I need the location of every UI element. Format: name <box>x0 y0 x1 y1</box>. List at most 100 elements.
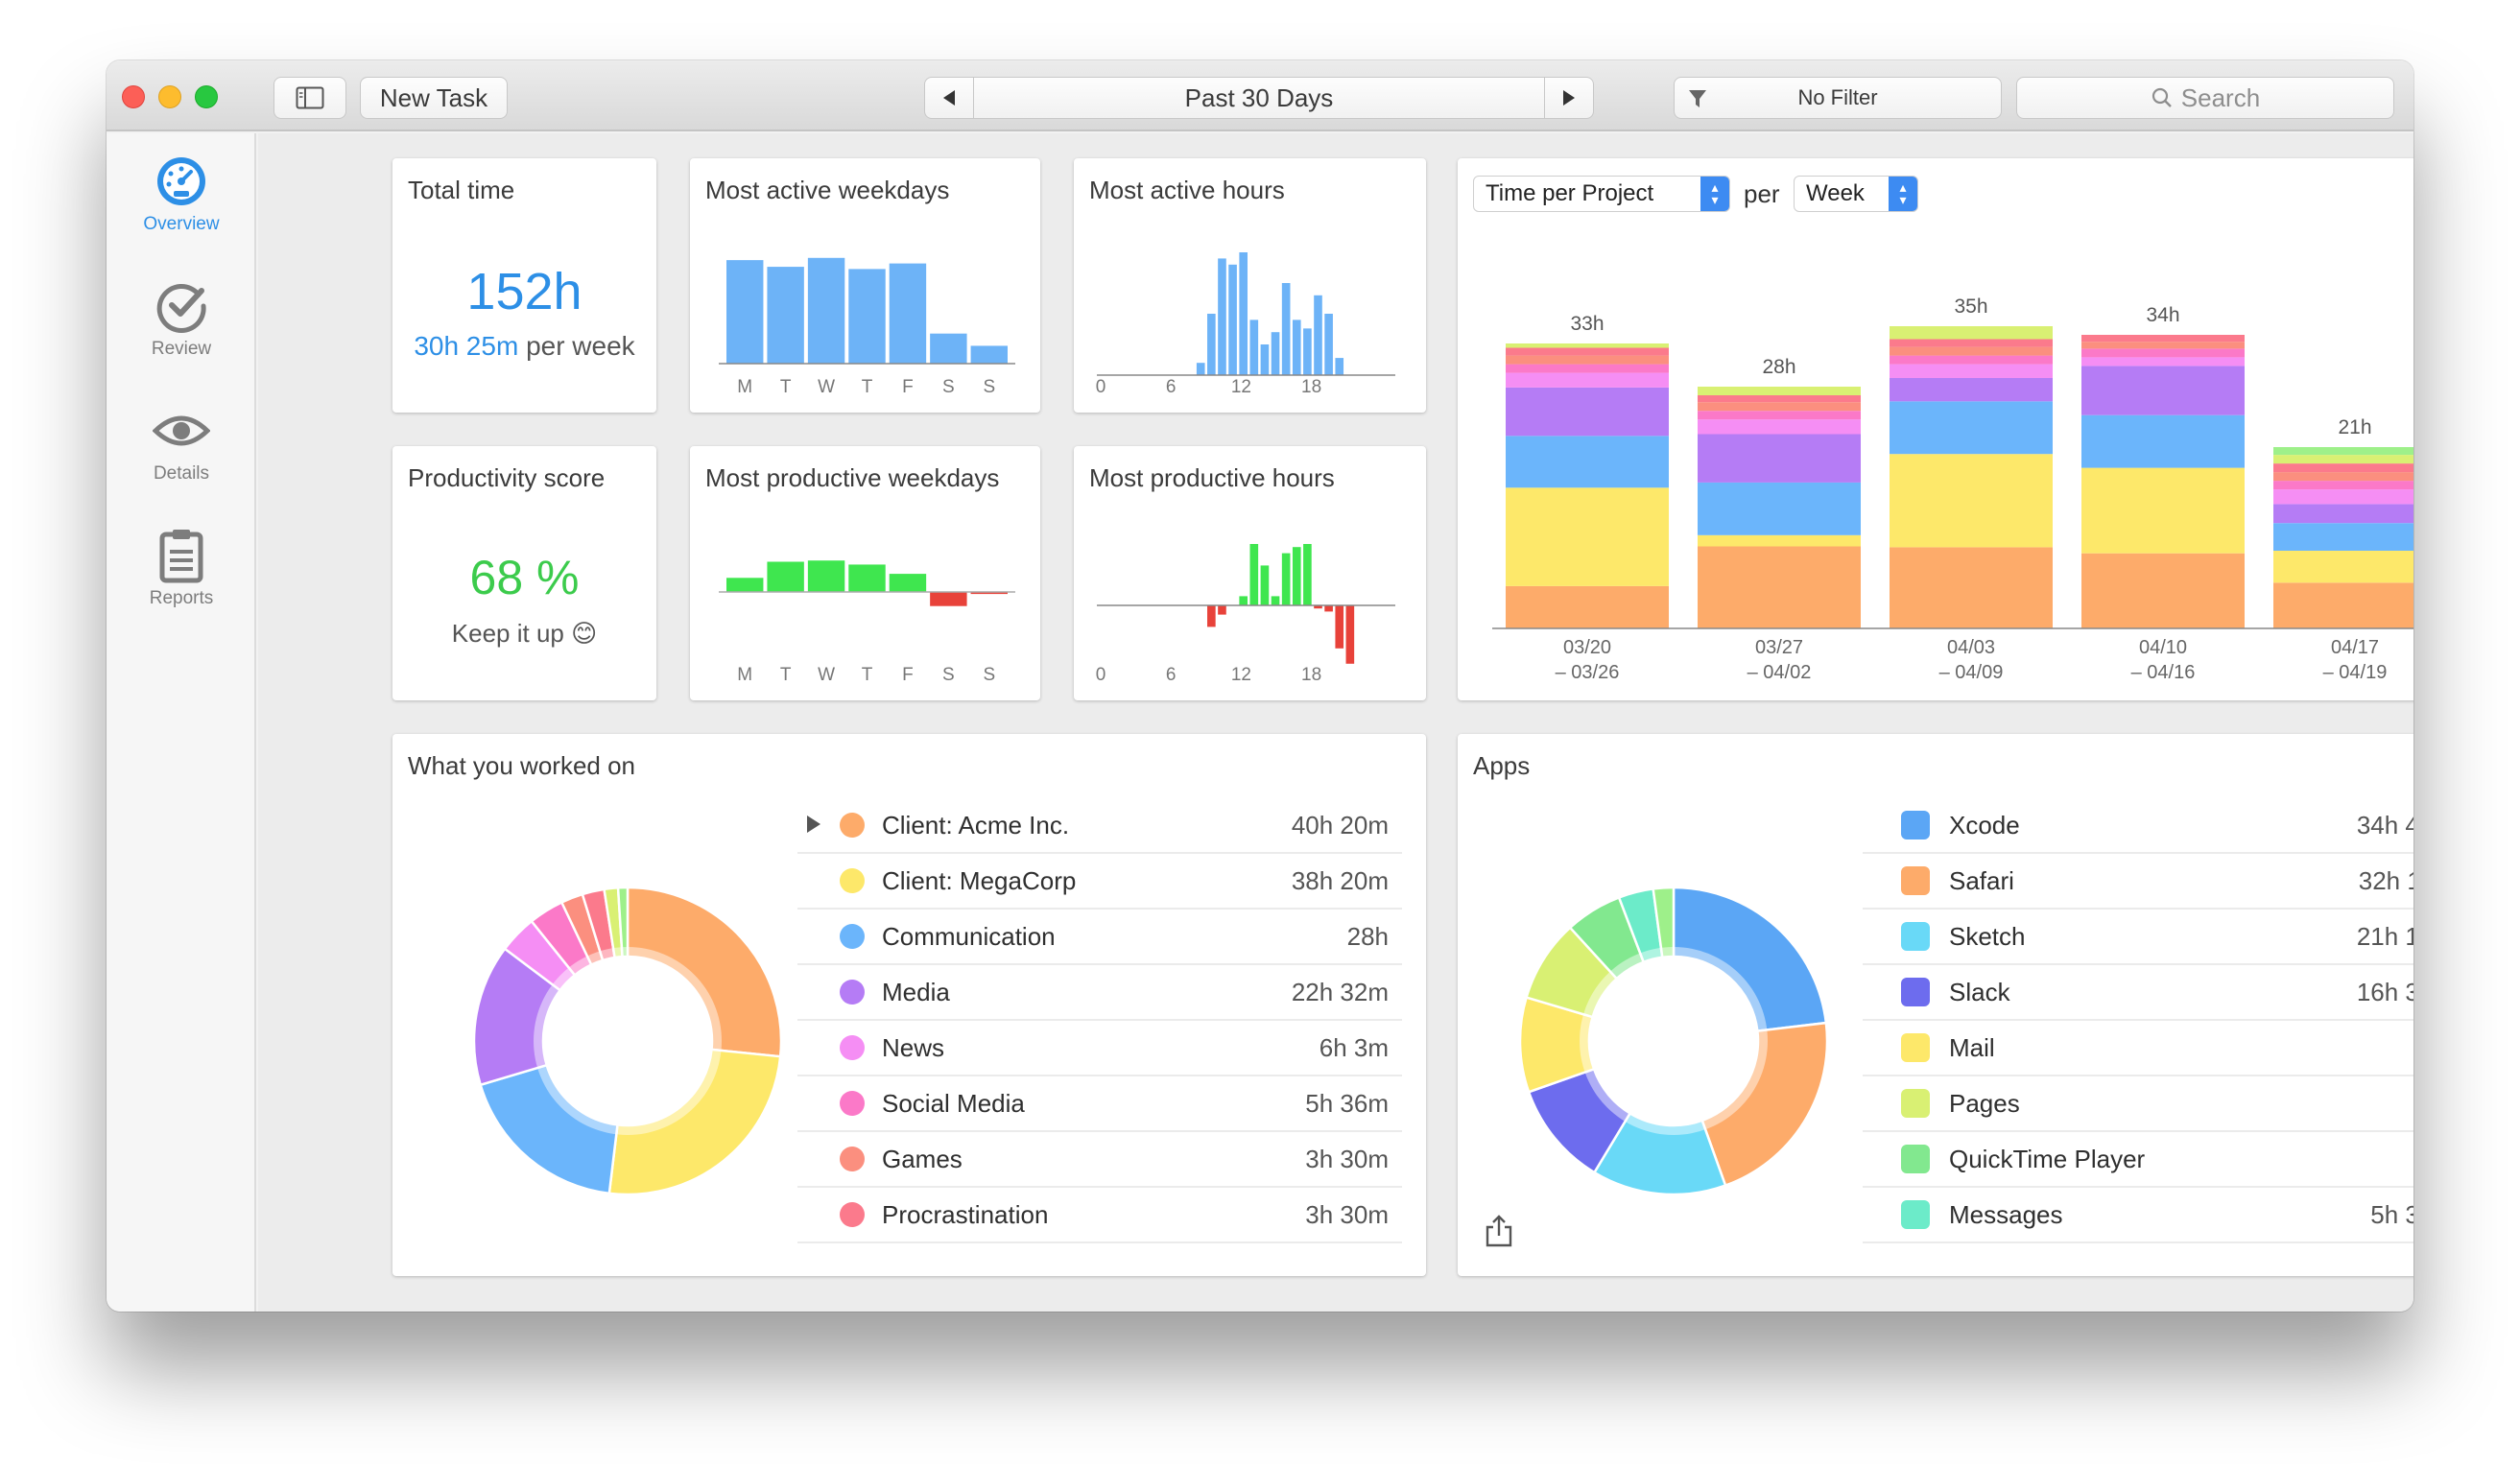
project-time: 22h 32m <box>1291 977 1389 1006</box>
weekday-tick-label: M <box>737 665 752 685</box>
project-time: 3h 30m <box>1305 1199 1389 1229</box>
stacked-bar-segment <box>1890 339 2053 347</box>
productivity-score-card: Productivity score 68 % Keep it up 😊 <box>392 446 656 700</box>
stacked-bar-segment <box>2273 463 2413 473</box>
weekday-tick-label: S <box>942 665 955 685</box>
app-name: Slack <box>1949 977 2010 1006</box>
weekday-bar <box>767 267 804 364</box>
app-row[interactable]: Slack 16h 30m <box>1863 965 2413 1021</box>
app-row[interactable]: Sketch 21h 13m <box>1863 910 2413 965</box>
per-week-value: 30h 25m <box>414 331 519 361</box>
hour-bar <box>1228 264 1237 375</box>
hour-bar <box>1314 605 1322 609</box>
app-name: Mail <box>1949 1032 1995 1062</box>
stacked-bar-segment <box>1506 387 1669 437</box>
stacked-bar-segment <box>2081 467 2245 554</box>
time-per-project-chart: 33h 03/20 – 03/26 28h 03/27 – 04/02 35h 04/03 – … <box>1492 296 2413 683</box>
app-time: 16h 30m <box>2356 977 2413 1006</box>
project-row[interactable]: Procrastination 3h 30m <box>797 1188 1402 1243</box>
zoom-window-button[interactable] <box>195 85 218 108</box>
sidebar-item-reports[interactable]: Reports <box>107 527 256 632</box>
stacked-bar-segment <box>2273 455 2413 464</box>
hour-tick-label: 0 <box>1096 377 1106 397</box>
hour-bar <box>1260 344 1270 375</box>
time-per-project-card: Time per Project ▴ ▾ per Week ▴ ▾ 33h 03/20… <box>1458 158 2413 700</box>
weekday-bar <box>767 561 804 592</box>
bar-total-label: 21h <box>2338 416 2371 438</box>
app-row[interactable]: Xcode 34h 45m <box>1863 798 2413 854</box>
project-row[interactable]: Communication 28h <box>797 910 1402 965</box>
date-range-button[interactable]: Past 30 Days <box>973 77 1545 119</box>
previous-period-button[interactable] <box>924 77 974 119</box>
project-time: 40h 20m <box>1291 810 1389 839</box>
sidebar-item-review[interactable]: Review <box>107 277 256 383</box>
weekday-tick-label: T <box>862 377 873 397</box>
color-dot-icon <box>840 813 865 838</box>
project-time: 38h 20m <box>1291 865 1389 895</box>
hour-bar <box>1249 544 1259 605</box>
project-row[interactable]: Media 22h 32m <box>797 965 1402 1021</box>
category-label-line2: – 03/26 <box>1556 662 1620 683</box>
project-row[interactable]: News 6h 3m <box>797 1021 1402 1076</box>
sidebar-item-details[interactable]: Details <box>107 402 256 508</box>
filter-button[interactable]: No Filter <box>1674 77 2002 119</box>
app-row[interactable]: Safari 32h 11m <box>1863 854 2413 910</box>
project-name: Client: Acme Inc. <box>882 810 1070 839</box>
donut-hole <box>543 957 712 1125</box>
search-field[interactable]: Search <box>2016 77 2394 119</box>
stacked-bar-segment <box>1698 482 1861 535</box>
share-button[interactable] <box>1483 1214 1515 1248</box>
close-window-button[interactable] <box>122 85 145 108</box>
app-row[interactable]: Messages 5h 30m <box>1863 1188 2413 1243</box>
stacked-bar-segment <box>1506 436 1669 488</box>
category-label-line1: 03/27 <box>1755 637 1803 658</box>
toggle-sidebar-button[interactable] <box>273 77 346 119</box>
metric-select[interactable]: Time per Project ▴ ▾ <box>1473 176 1730 212</box>
weekday-tick-label: T <box>862 665 873 685</box>
project-row[interactable]: Social Media 5h 36m <box>797 1076 1402 1132</box>
disclosure-triangle-icon[interactable] <box>807 816 820 833</box>
hour-tick-label: 12 <box>1231 377 1251 397</box>
hour-bar <box>1271 332 1280 375</box>
minimize-window-button[interactable] <box>158 85 181 108</box>
category-label-line1: 04/10 <box>2139 637 2187 658</box>
weekday-tick-label: F <box>902 665 914 685</box>
mail-icon <box>1901 1033 1930 1062</box>
stacked-bar-segment <box>1890 401 2053 455</box>
stacked-bar-segment <box>1698 534 1861 547</box>
sidebar-icon <box>296 86 324 109</box>
messages-icon <box>1901 1200 1930 1229</box>
hour-bar <box>1314 295 1322 375</box>
project-row[interactable]: Client: MegaCorp 38h 20m <box>797 854 1402 910</box>
app-row[interactable]: Pages13h <box>1863 1076 2413 1132</box>
project-row[interactable]: Client: Acme Inc. 40h 20m <box>797 798 1402 854</box>
color-dot-icon <box>840 1035 865 1060</box>
hour-tick-label: 18 <box>1301 377 1321 397</box>
app-row[interactable]: QuickTime Player9h <box>1863 1132 2413 1188</box>
project-name: Social Media <box>882 1088 1025 1118</box>
stacked-bar-segment <box>1506 585 1669 628</box>
sidebar-item-overview[interactable]: Overview <box>107 153 256 258</box>
checkmark-circle-icon <box>156 283 206 333</box>
app-row[interactable]: Mail15h <box>1863 1021 2413 1076</box>
hour-bar <box>1335 605 1344 649</box>
search-placeholder: Search <box>2180 83 2261 112</box>
project-row[interactable]: Games 3h 30m <box>797 1132 1402 1188</box>
project-name: Games <box>882 1144 963 1173</box>
productive-hours-chart: 0 6 12 18 <box>1096 544 1395 685</box>
new-task-button[interactable]: New Task <box>360 77 508 119</box>
hour-bar <box>1324 314 1333 375</box>
pages-icon <box>1901 1089 1930 1118</box>
stacked-bar-segment <box>1698 411 1861 420</box>
period-select[interactable]: Week ▴ ▾ <box>1794 176 1918 212</box>
stacked-bar-segment <box>2081 553 2245 628</box>
apps-list: Xcode 34h 45m Safari 32h 11m Sketch 21h 13m Sl… <box>1863 798 2413 1264</box>
stacked-bar-segment <box>2081 366 2245 415</box>
color-dot-icon <box>840 1202 865 1227</box>
category-label-line2: – 04/09 <box>1939 662 2004 683</box>
project-name: Communication <box>882 921 1056 951</box>
hour-tick-label: 18 <box>1301 665 1321 685</box>
next-period-button[interactable] <box>1544 77 1594 119</box>
